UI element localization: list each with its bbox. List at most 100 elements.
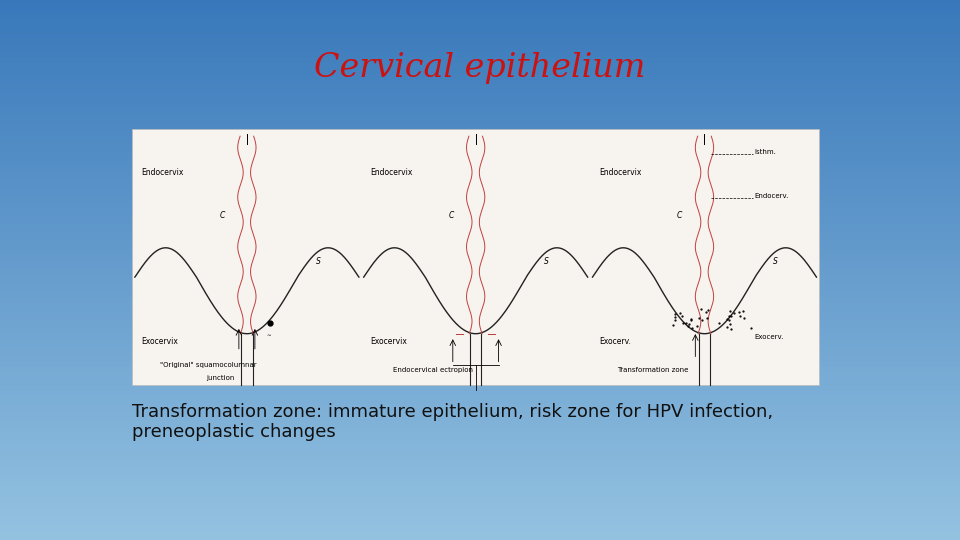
Bar	[0, 414, 960, 416]
Bar	[0, 20, 960, 22]
Bar	[0, 517, 960, 518]
Bar	[0, 106, 960, 108]
Bar	[0, 194, 960, 195]
Bar	[0, 443, 960, 444]
Bar	[0, 204, 960, 205]
Bar	[0, 363, 960, 364]
Bar	[0, 290, 960, 292]
Bar	[0, 422, 960, 424]
Text: Exocerv.: Exocerv.	[755, 334, 784, 340]
Bar	[0, 373, 960, 374]
Bar	[0, 256, 960, 258]
Bar	[0, 456, 960, 458]
Bar	[0, 90, 960, 92]
Bar	[0, 335, 960, 336]
Bar	[0, 258, 960, 259]
Bar	[0, 5, 960, 6]
Bar	[0, 371, 960, 373]
Bar	[0, 176, 960, 177]
Bar	[0, 487, 960, 489]
Bar	[0, 285, 960, 286]
Text: junction: junction	[205, 375, 234, 381]
Bar	[0, 305, 960, 307]
Bar	[0, 502, 960, 503]
Bar	[0, 435, 960, 436]
Bar	[0, 68, 960, 69]
Bar	[0, 171, 960, 173]
Bar	[0, 97, 960, 98]
Bar	[0, 427, 960, 428]
Bar	[0, 163, 960, 165]
Bar	[0, 38, 960, 39]
Bar	[0, 225, 960, 227]
Text: C: C	[220, 211, 225, 220]
Bar	[0, 417, 960, 418]
Bar	[0, 122, 960, 123]
Bar	[0, 403, 960, 405]
Bar	[0, 240, 960, 241]
Bar	[0, 338, 960, 339]
Bar	[0, 357, 960, 359]
Bar	[0, 157, 960, 158]
Bar	[0, 354, 960, 355]
Bar	[0, 40, 960, 42]
Bar	[0, 206, 960, 208]
Bar	[0, 208, 960, 209]
Bar	[0, 14, 960, 15]
Bar	[0, 352, 960, 354]
Bar	[0, 154, 960, 156]
Bar	[0, 117, 960, 119]
Text: S: S	[773, 258, 778, 266]
Bar	[0, 324, 960, 325]
Bar	[0, 464, 960, 465]
Bar	[0, 447, 960, 448]
Text: Exocervix: Exocervix	[142, 337, 179, 346]
Bar	[0, 59, 960, 60]
Bar	[0, 232, 960, 233]
Bar	[0, 227, 960, 228]
Bar	[0, 58, 960, 59]
Bar	[0, 259, 960, 261]
Bar	[0, 51, 960, 52]
Bar	[0, 124, 960, 126]
Bar	[0, 448, 960, 449]
Bar	[0, 71, 960, 73]
Bar	[0, 252, 960, 254]
Bar	[0, 462, 960, 463]
Bar	[0, 46, 960, 47]
Bar	[0, 370, 960, 372]
Bar	[0, 322, 960, 324]
Bar	[0, 383, 960, 384]
Bar	[0, 254, 960, 255]
Bar	[0, 212, 960, 213]
Text: S: S	[544, 258, 549, 266]
Bar	[0, 474, 960, 475]
Bar	[0, 454, 960, 455]
Bar	[0, 409, 960, 410]
Bar	[0, 344, 960, 346]
Bar	[0, 500, 960, 501]
Bar	[0, 244, 960, 246]
Bar	[0, 486, 960, 488]
Bar	[0, 336, 960, 338]
Bar	[0, 303, 960, 305]
Bar	[0, 190, 960, 192]
Bar	[0, 70, 960, 71]
Bar	[0, 25, 960, 27]
Bar	[0, 503, 960, 505]
Bar	[0, 162, 960, 163]
Bar	[0, 139, 960, 140]
Bar	[0, 12, 960, 14]
Bar	[0, 251, 960, 253]
Bar	[0, 394, 960, 395]
Bar	[0, 378, 960, 379]
Text: Transformation zone: immature epithelium, risk zone for HPV infection,: Transformation zone: immature epithelium…	[132, 403, 774, 421]
Bar	[0, 138, 960, 139]
Bar	[0, 96, 960, 97]
Bar	[0, 330, 960, 332]
Bar	[0, 116, 960, 117]
Bar	[0, 308, 960, 309]
Bar	[0, 123, 960, 124]
Bar	[0, 437, 960, 439]
Bar	[0, 192, 960, 193]
